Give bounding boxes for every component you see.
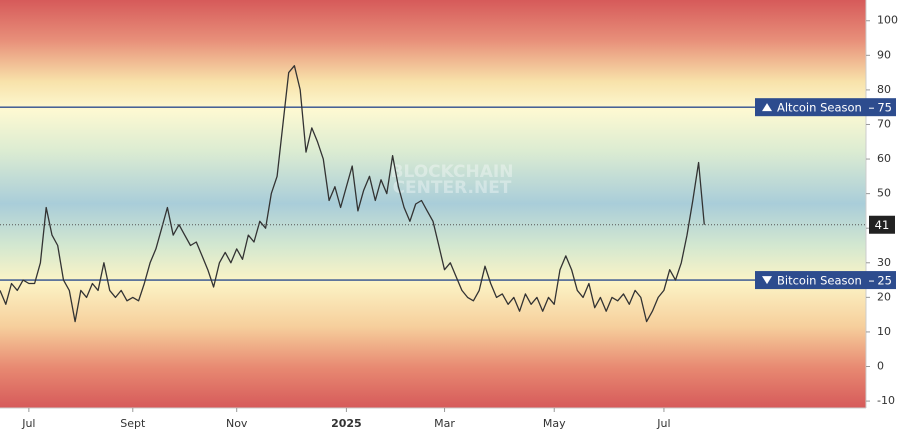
x-tick-label: 2025 — [331, 417, 362, 430]
y-tick-label: 20 — [877, 290, 891, 303]
x-tick-label: Jul — [21, 417, 35, 430]
reference-marker — [762, 103, 772, 112]
reference-label: Bitcoin Season — [777, 274, 862, 288]
x-tick-label: Nov — [226, 417, 248, 430]
reference-marker — [762, 276, 772, 285]
y-tick-label: -10 — [877, 394, 895, 407]
watermark: CENTER.NET — [393, 178, 512, 198]
x-tick-label: Sept — [120, 417, 146, 430]
reference-label: Altcoin Season — [777, 101, 862, 115]
y-tick-label: 60 — [877, 152, 891, 165]
series-line — [0, 65, 705, 323]
watermark: BLOCKCHAIN — [391, 162, 514, 182]
y-tick-label: 30 — [877, 256, 891, 269]
reference-label-box — [755, 98, 896, 117]
y-tick-label: 80 — [877, 83, 891, 96]
y-tick-label: 70 — [877, 117, 891, 130]
y-tick-label: 100 — [877, 14, 898, 27]
y-tick-label: 90 — [877, 48, 891, 61]
y-tick-label: 0 — [877, 360, 884, 373]
y-tick-label: 10 — [877, 325, 891, 338]
x-tick-label: Mar — [434, 417, 455, 430]
y-tick-label: 50 — [877, 187, 891, 200]
reference-value: 25 — [877, 274, 892, 288]
x-tick-label: May — [543, 417, 566, 430]
plot-background — [0, 0, 866, 408]
last-value-box — [869, 215, 895, 234]
last-value-label: 41 — [875, 218, 890, 232]
reference-label-box — [755, 271, 896, 290]
x-tick-label: Jul — [656, 417, 670, 430]
reference-value: 75 — [877, 101, 892, 115]
